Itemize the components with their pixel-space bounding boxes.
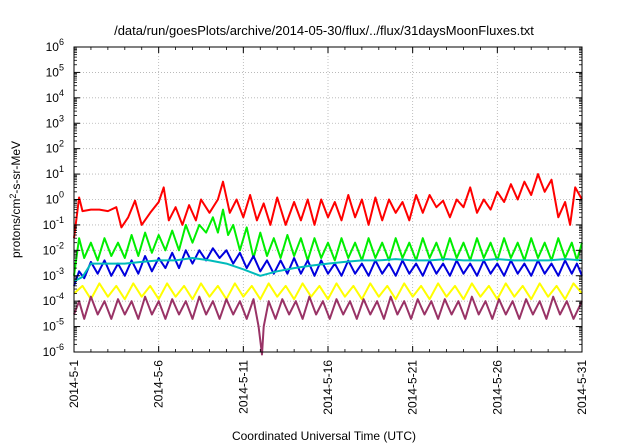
y-tick-label: 104 — [46, 88, 64, 105]
series-line-4 — [73, 257, 583, 283]
y-tick-label: 103 — [46, 113, 64, 130]
y-tick-label: 101 — [46, 164, 64, 181]
y-tick-labels: 10-6 10-5 10-4 10-3 10-2 10-1 100 101 102 103 104 1… — [43, 37, 64, 359]
y-tick-label: 102 — [46, 139, 64, 156]
x-tick-labels: 2014-5-1 2014-5-6 2014-5-11 2014-5-16 2014-5… — [67, 360, 589, 415]
series-line-2 — [73, 208, 583, 276]
x-tick-label: 2014-5-11 — [236, 360, 250, 414]
y-tick-label: 105 — [46, 62, 64, 79]
series-line-1 — [73, 173, 583, 239]
series-line-6 — [73, 295, 583, 356]
y-axis-label: protons/cm2-s-sr-MeV — [8, 141, 23, 258]
y-tick-label: 10-6 — [43, 342, 64, 359]
y-tick-label: 10-5 — [43, 317, 64, 334]
series-group — [73, 173, 583, 356]
x-tick-label: 2014-5-21 — [406, 360, 420, 415]
axis-ticks — [73, 46, 583, 353]
x-tick-label: 2014-5-26 — [490, 360, 504, 415]
y-tick-label: 10-3 — [43, 266, 64, 283]
x-tick-label: 2014-5-31 — [575, 360, 589, 415]
chart-title: /data/run/goesPlots/archive/2014-05-30/f… — [114, 23, 534, 38]
y-tick-label: 10-2 — [43, 240, 64, 257]
series-line-5 — [73, 282, 583, 301]
x-tick-label: 2014-5-16 — [321, 360, 335, 415]
x-tick-label: 2014-5-1 — [67, 360, 81, 408]
y-tick-label: 10-4 — [43, 291, 64, 308]
y-tick-label: 100 — [46, 190, 64, 207]
series-line-3 — [73, 247, 583, 287]
x-tick-label: 2014-5-6 — [152, 360, 166, 408]
y-tick-label: 10-1 — [43, 215, 64, 232]
x-axis-label: Coordinated Universal Time (UTC) — [232, 429, 416, 443]
y-tick-label: 106 — [46, 37, 64, 54]
